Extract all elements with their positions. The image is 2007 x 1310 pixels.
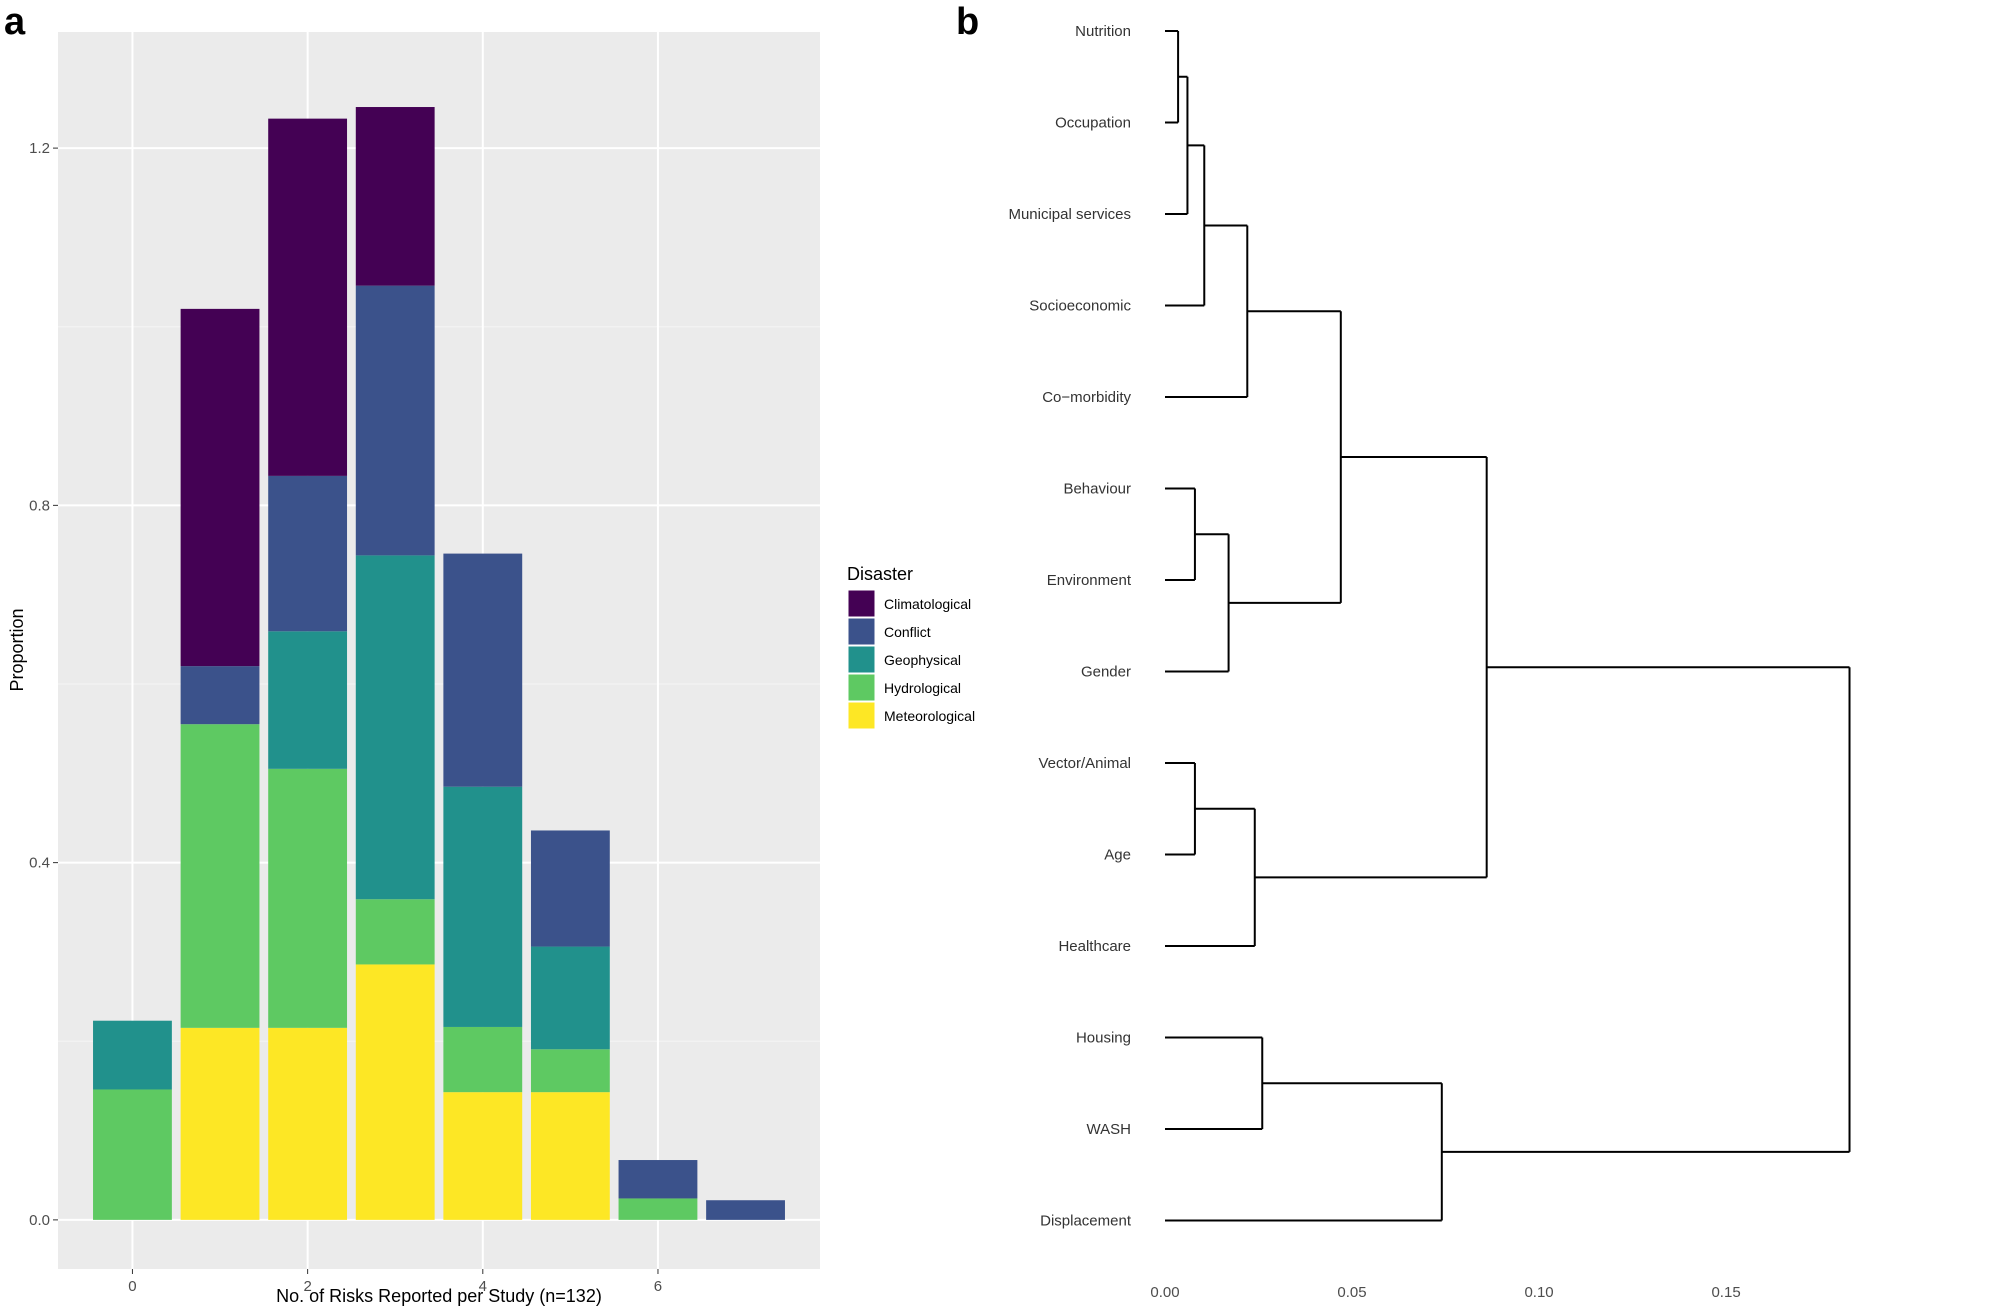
dendrogram-branches bbox=[1165, 30, 1851, 1222]
plot-background bbox=[58, 32, 820, 1269]
bar-conflict-6 bbox=[618, 1160, 698, 1199]
legend-swatch-conflict bbox=[847, 617, 876, 646]
legend-swatch-meteorological bbox=[847, 701, 876, 730]
leaf-label: Housing bbox=[1076, 1030, 1131, 1047]
y-tick-label: 0.0 bbox=[29, 1212, 50, 1229]
bar-hydrological-1 bbox=[180, 724, 260, 1028]
bar-conflict-4 bbox=[443, 553, 523, 787]
x-tick-label: 2 bbox=[303, 1278, 311, 1295]
bar-hydrological-4 bbox=[443, 1026, 523, 1093]
legend-label-climatological: Climatological bbox=[884, 596, 971, 612]
legend-swatch-climatological bbox=[847, 589, 876, 618]
leaf-label: Municipal services bbox=[1008, 206, 1131, 223]
bar-climatological-2 bbox=[268, 118, 348, 476]
leaf-label: WASH bbox=[1087, 1121, 1131, 1138]
x-tick-label: 4 bbox=[479, 1278, 487, 1295]
legend-items: Climatological Conflict Geophysical Hydrolo… bbox=[847, 589, 975, 730]
bar-climatological-3 bbox=[355, 107, 435, 286]
dendrogram-x-tick-label: 0.05 bbox=[1337, 1284, 1366, 1301]
legend-label-meteorological: Meteorological bbox=[884, 708, 975, 724]
bar-meteorological-5 bbox=[530, 1092, 610, 1220]
y-tick-label: 0.4 bbox=[29, 855, 50, 872]
bar-hydrological-0 bbox=[93, 1089, 172, 1220]
bar-geophysical-5 bbox=[530, 946, 610, 1050]
leaf-label: Behaviour bbox=[1063, 481, 1131, 498]
leaf-label: Socioeconomic bbox=[1029, 298, 1131, 315]
stacked-bar-chart: 0.0 0.4 0.8 1.2 0 2 4 6 No. of Risks Reported … bbox=[7, 32, 820, 1306]
x-axis-ticks: 0 2 4 6 bbox=[128, 1269, 662, 1295]
legend-label-hydrological: Hydrological bbox=[884, 680, 961, 696]
bar-geophysical-0 bbox=[93, 1020, 172, 1090]
bar-meteorological-1 bbox=[180, 1027, 260, 1220]
leaf-label: Gender bbox=[1081, 664, 1131, 681]
bar-marks bbox=[93, 107, 785, 1220]
y-tick-label: 1.2 bbox=[29, 140, 50, 157]
dendrogram-x-tick-label: 0.00 bbox=[1150, 1284, 1179, 1301]
x-tick-label: 6 bbox=[654, 1278, 662, 1295]
leaf-label: Vector/Animal bbox=[1038, 755, 1131, 772]
x-axis-title: No. of Risks Reported per Study (n=132) bbox=[276, 1286, 602, 1306]
legend-label-conflict: Conflict bbox=[884, 624, 931, 640]
x-tick-label: 0 bbox=[128, 1278, 136, 1295]
y-axis-title: Proportion bbox=[7, 608, 27, 691]
dendrogram-x-tick-label: 0.15 bbox=[1711, 1284, 1740, 1301]
bar-hydrological-2 bbox=[268, 768, 348, 1028]
legend: Disaster Climatological Conflict Geophysic… bbox=[847, 564, 975, 730]
bar-hydrological-5 bbox=[530, 1049, 610, 1093]
leaf-label: Healthcare bbox=[1058, 938, 1131, 955]
y-tick-label: 0.8 bbox=[29, 497, 50, 514]
dendrogram-x-tick-label: 0.10 bbox=[1524, 1284, 1553, 1301]
bar-climatological-1 bbox=[180, 308, 260, 667]
bar-hydrological-3 bbox=[355, 899, 435, 965]
dendrogram-leaf-labels: Nutrition Occupation Municipal services Soc… bbox=[1008, 23, 1131, 1230]
bar-hydrological-6 bbox=[618, 1198, 698, 1220]
bar-meteorological-4 bbox=[443, 1092, 523, 1220]
legend-swatch-hydrological bbox=[847, 673, 876, 702]
bar-conflict-5 bbox=[530, 830, 610, 947]
leaf-label: Age bbox=[1104, 847, 1131, 864]
leaf-label: Nutrition bbox=[1075, 23, 1131, 40]
bar-conflict-7 bbox=[706, 1200, 785, 1220]
dendrogram: Nutrition Occupation Municipal services Soc… bbox=[1008, 23, 1851, 1301]
y-axis-ticks: 0.0 0.4 0.8 1.2 bbox=[29, 140, 58, 1229]
bar-geophysical-2 bbox=[268, 631, 348, 769]
bar-geophysical-3 bbox=[355, 555, 435, 900]
bar-meteorological-3 bbox=[355, 964, 435, 1220]
bar-geophysical-4 bbox=[443, 786, 523, 1027]
bar-conflict-1 bbox=[180, 666, 260, 725]
legend-swatch-geophysical bbox=[847, 645, 876, 674]
leaf-label: Environment bbox=[1047, 572, 1132, 589]
bar-meteorological-2 bbox=[268, 1027, 348, 1220]
bar-conflict-3 bbox=[355, 285, 435, 556]
leaf-label: Occupation bbox=[1055, 115, 1131, 132]
leaf-label: Co−morbidity bbox=[1042, 389, 1131, 406]
legend-title: Disaster bbox=[847, 564, 913, 584]
bar-conflict-2 bbox=[268, 475, 348, 632]
panel-b-label: b bbox=[956, 1, 979, 43]
leaf-label: Displacement bbox=[1040, 1213, 1132, 1230]
legend-label-geophysical: Geophysical bbox=[884, 652, 961, 668]
dendrogram-x-axis: 0.00 0.05 0.10 0.15 bbox=[1150, 1284, 1740, 1301]
panel-a-label: a bbox=[4, 1, 26, 43]
